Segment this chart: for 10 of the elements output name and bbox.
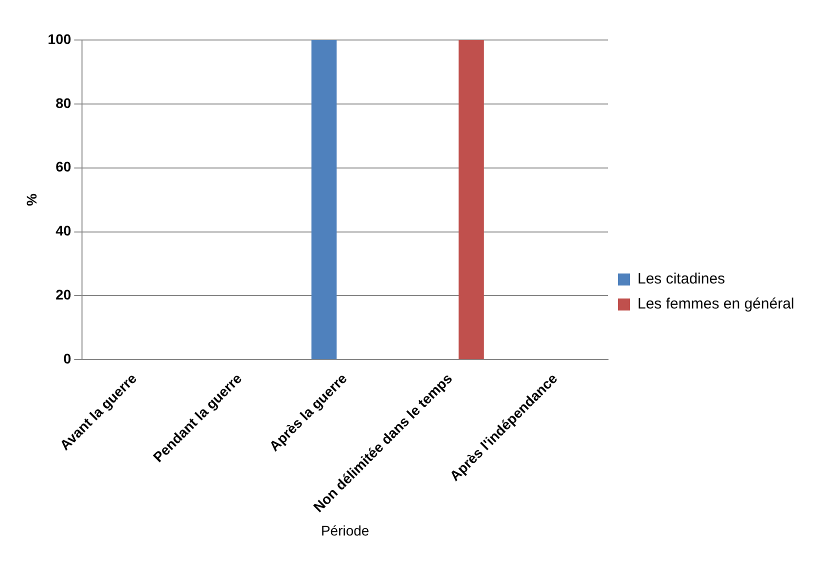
y-tick-label: 60 xyxy=(56,158,72,175)
legend-label: Les citadines xyxy=(638,270,726,288)
y-tick-label: 0 xyxy=(63,350,72,367)
x-axis-title: Période xyxy=(320,522,370,538)
y-tick-label: 100 xyxy=(48,30,72,47)
y-tick-label: 80 xyxy=(56,94,72,111)
legend-label: Les femmes en général xyxy=(638,296,794,313)
y-tick-label: 20 xyxy=(56,286,72,303)
y-tick-label: 40 xyxy=(56,222,72,239)
y-axis-title: % xyxy=(23,193,40,206)
